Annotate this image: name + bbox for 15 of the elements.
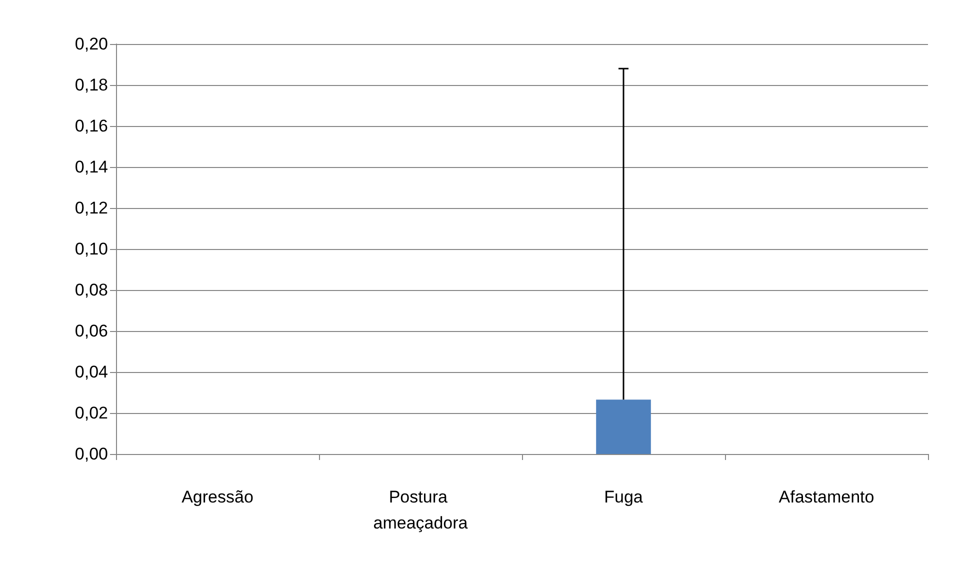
y-tick-label: 0,04 <box>74 362 108 382</box>
y-tick-label: 0,00 <box>74 444 108 464</box>
y-tick-label: 0,06 <box>74 322 108 340</box>
y-tick-label: 0,14 <box>74 158 108 176</box>
x-tick-label: Fuga <box>604 488 644 506</box>
y-tick-label: 0,20 <box>74 34 108 54</box>
y-tick-label: 0,02 <box>74 404 108 422</box>
y-tick-label: 0,16 <box>74 116 108 136</box>
y-tick-label: 0,18 <box>74 76 108 94</box>
y-tick-label: 0,12 <box>74 198 108 218</box>
y-tick-label: 0,10 <box>74 240 108 258</box>
y-tick-label: 0,08 <box>74 280 108 300</box>
x-tick-label: Postura ameaçadora <box>373 488 468 532</box>
x-tick-label: Afastamento <box>778 488 874 506</box>
x-tick-label: Agressão <box>182 488 254 506</box>
